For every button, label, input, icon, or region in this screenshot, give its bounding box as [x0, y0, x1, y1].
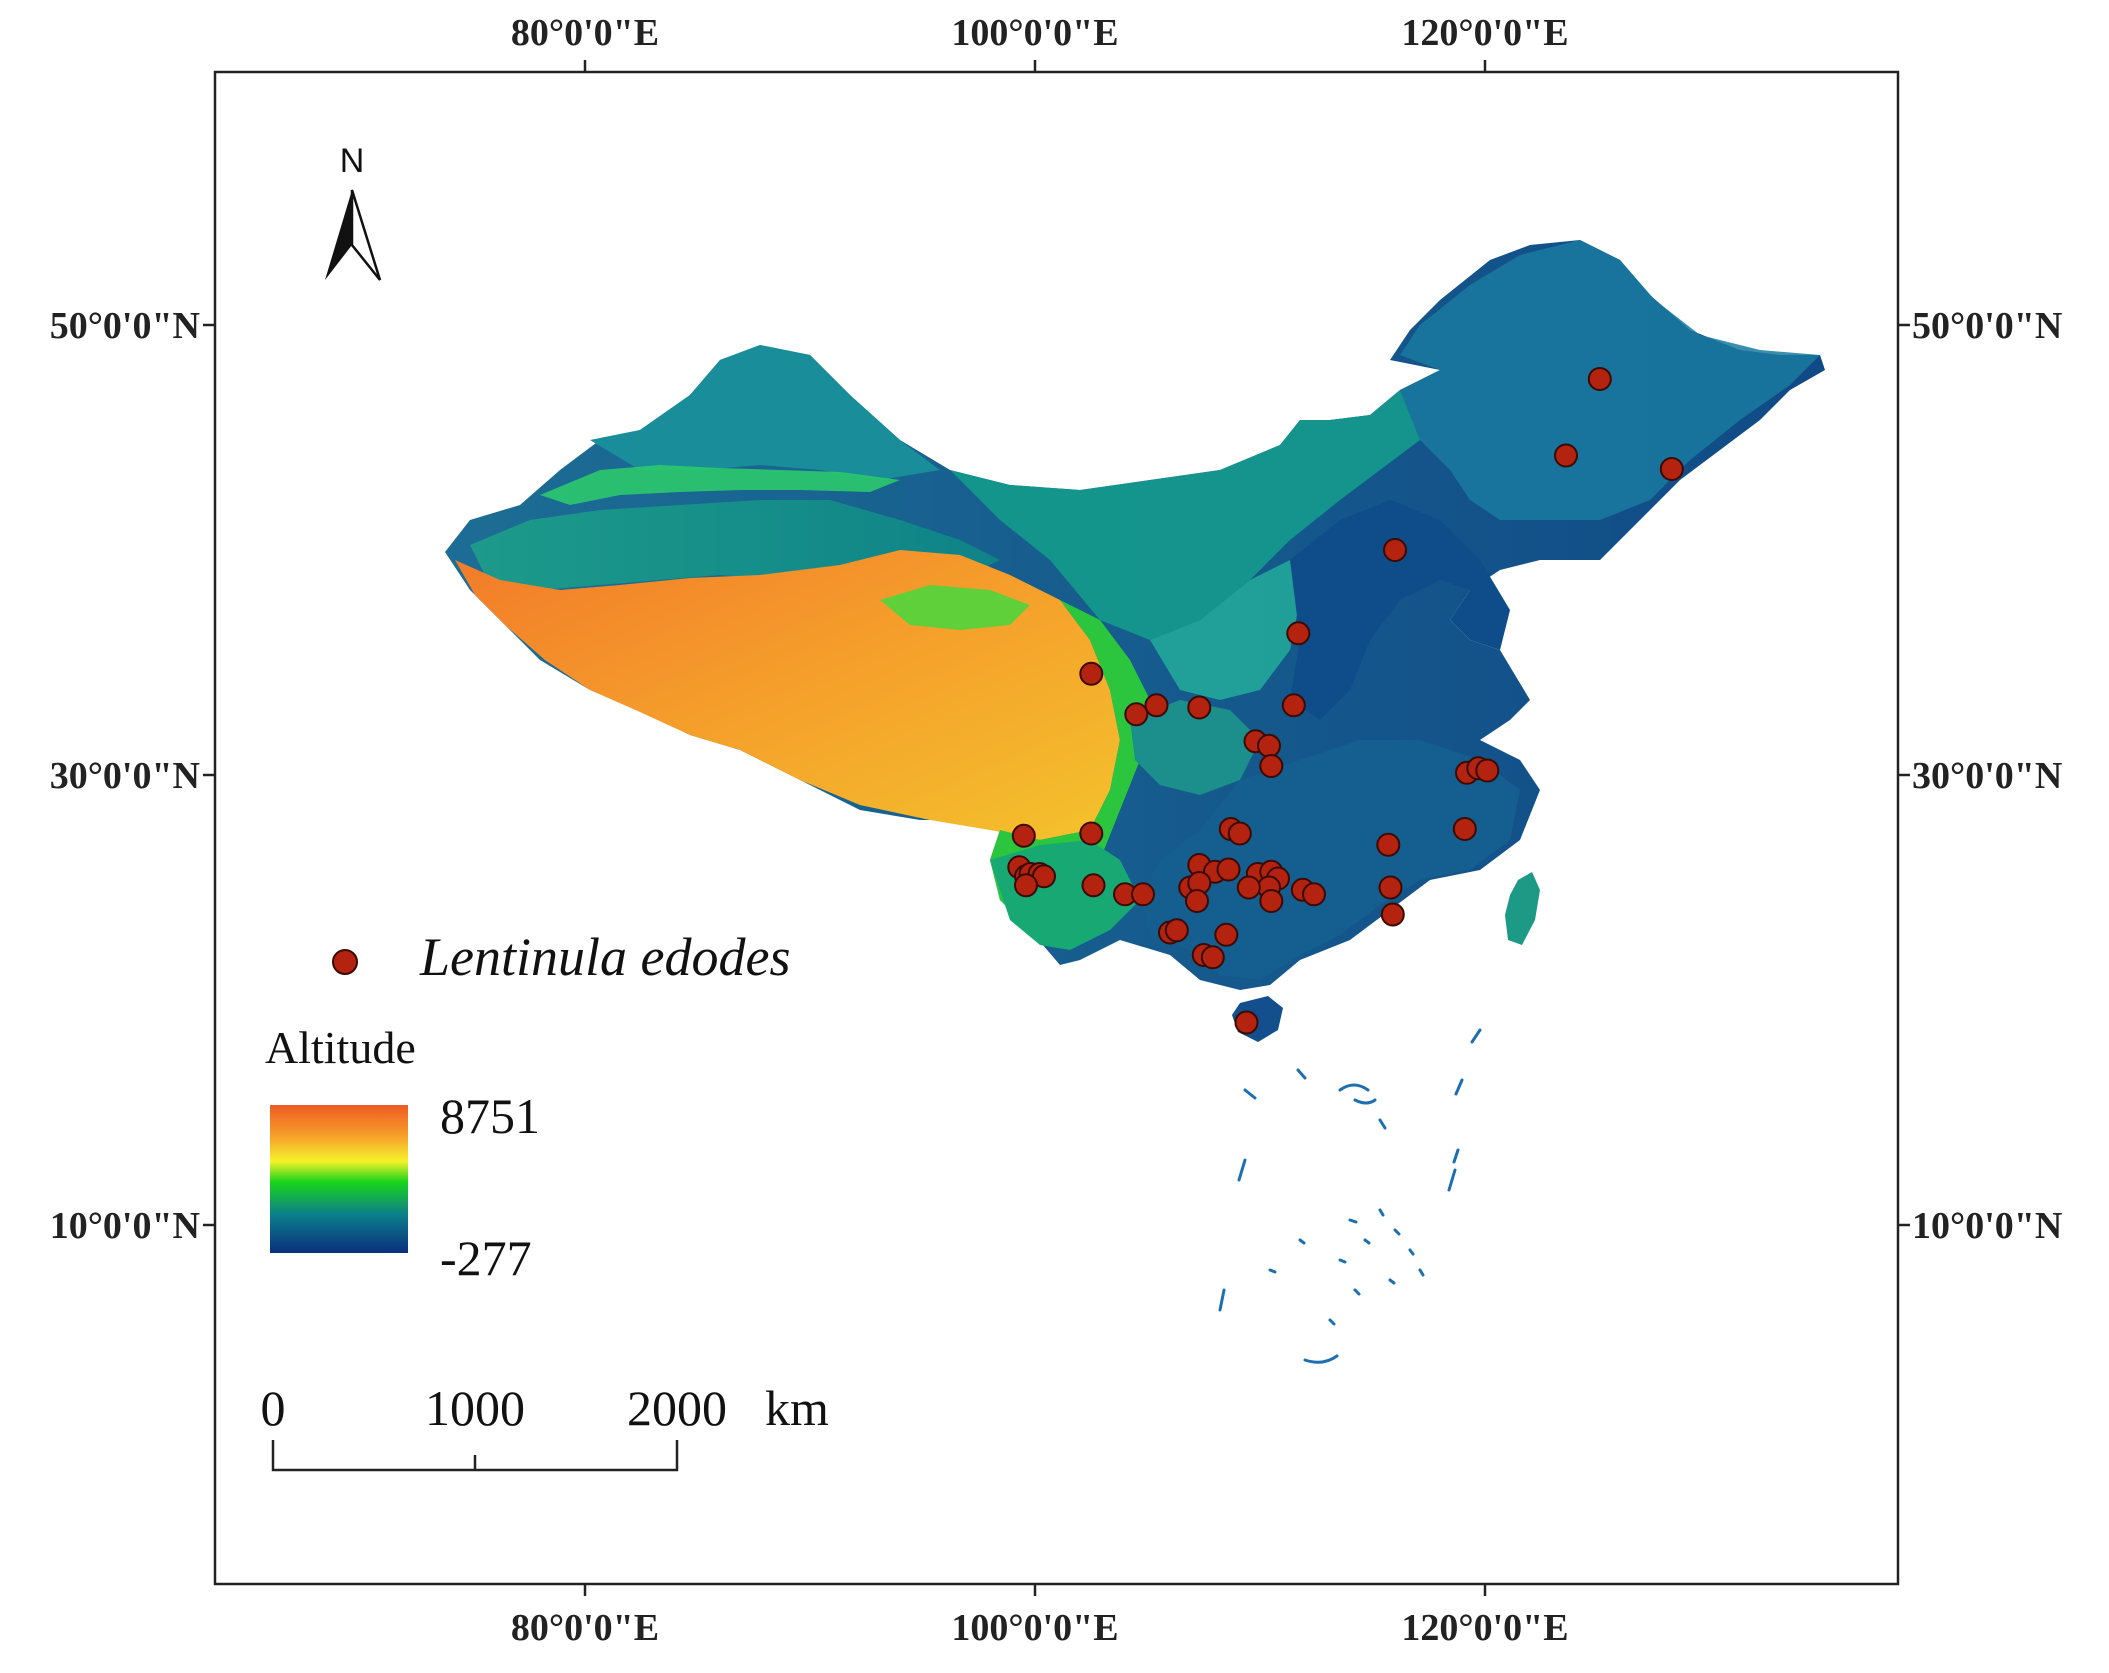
north-arrow-icon	[325, 190, 352, 280]
altitude-legend-title: Altitude	[265, 1022, 416, 1073]
occurrence-point	[1554, 443, 1578, 468]
loess-plateau	[1150, 560, 1300, 700]
occurrence-point	[1185, 889, 1209, 913]
altitude-max-label: 8751	[440, 1088, 540, 1144]
species-marker-icon	[332, 949, 358, 975]
taiwan-island	[1505, 872, 1540, 945]
occurrence-point	[1378, 875, 1403, 900]
scale-bar-line	[271, 1440, 679, 1472]
occurrence-point	[1131, 882, 1155, 907]
east-china-plain	[1290, 500, 1510, 720]
lon-tick-bottom-120: 120°0'0"E	[1401, 1607, 1568, 1649]
lat-tick-right-30: 30°0'0"N	[1912, 755, 2062, 797]
occurrence-point	[1286, 621, 1311, 646]
occurrence-point	[1659, 457, 1684, 481]
occurrence-point	[1216, 857, 1241, 882]
china-elevation-map	[445, 240, 1825, 1042]
altitude-color-ramp	[270, 1105, 408, 1253]
occurrence-point	[1079, 661, 1104, 686]
sichuan-basin	[1130, 700, 1260, 795]
lat-tick-left-10: 10°0'0"N	[50, 1205, 200, 1247]
occurrence-point	[1144, 693, 1169, 718]
tianshan-range	[540, 465, 900, 505]
occurrence-points	[1007, 367, 1684, 1035]
lon-tick-bottom-80: 80°0'0"E	[511, 1607, 659, 1649]
occurrence-point	[1380, 902, 1405, 927]
qaidam-basin	[880, 585, 1030, 630]
occurrence-point	[1187, 695, 1212, 720]
species-legend-label: Lentinula edodes	[419, 927, 790, 987]
occurrence-point	[1259, 754, 1284, 778]
dzungaria-basin	[590, 345, 940, 480]
north-arrow-label: N	[340, 142, 365, 180]
north-arrow: N	[325, 142, 382, 281]
occurrence-point	[1452, 817, 1477, 841]
inner-mongolia-plateau	[950, 390, 1420, 640]
south-china-hills	[1140, 740, 1520, 980]
occurrence-point	[1079, 821, 1104, 846]
scale-label-1000: 1000	[425, 1380, 525, 1436]
occurrence-point	[1200, 945, 1225, 970]
occurrence-point	[1236, 875, 1261, 900]
occurrence-point	[1376, 832, 1401, 857]
south-china-sea-islands	[1218, 1028, 1482, 1364]
scale-unit: km	[765, 1380, 829, 1436]
occurrence-point	[1383, 538, 1407, 562]
scale-label-0: 0	[261, 1380, 286, 1436]
species-legend: Lentinula edodes	[332, 927, 790, 987]
occurrence-point	[1124, 702, 1149, 727]
lon-tick-top-80: 80°0'0"E	[511, 12, 659, 54]
occurrence-point	[1281, 693, 1306, 718]
lon-tick-top-100: 100°0'0"E	[951, 12, 1118, 54]
altitude-legend: Altitude 8751 -277	[265, 1022, 540, 1286]
altitude-min-label: -277	[440, 1230, 532, 1286]
scale-label-2000: 2000	[627, 1380, 727, 1436]
occurrence-point	[1302, 882, 1326, 907]
occurrence-point	[1234, 1010, 1259, 1035]
occurrence-point	[1587, 367, 1612, 391]
occurrence-point	[1227, 821, 1252, 846]
graticule-ticks	[203, 60, 1910, 1596]
lat-tick-left-50: 50°0'0"N	[50, 305, 200, 347]
occurrence-point	[1257, 733, 1281, 758]
lat-tick-right-10: 10°0'0"N	[1912, 1205, 2062, 1247]
scale-bar: 0 1000 2000 km	[261, 1380, 829, 1472]
lon-tick-bottom-100: 100°0'0"E	[951, 1607, 1118, 1649]
occurrence-point	[1164, 918, 1189, 943]
occurrence-point	[1214, 922, 1239, 947]
occurrence-point	[1011, 823, 1036, 848]
occurrence-point	[1081, 873, 1106, 898]
lat-tick-left-30: 30°0'0"N	[50, 755, 200, 797]
lon-tick-top-120: 120°0'0"E	[1401, 12, 1568, 54]
lat-tick-right-50: 50°0'0"N	[1912, 305, 2062, 347]
plateau-margin-green	[990, 600, 1150, 930]
occurrence-point	[1259, 889, 1284, 913]
occurrence-point	[1475, 758, 1500, 783]
occurrence-point	[1014, 873, 1038, 898]
